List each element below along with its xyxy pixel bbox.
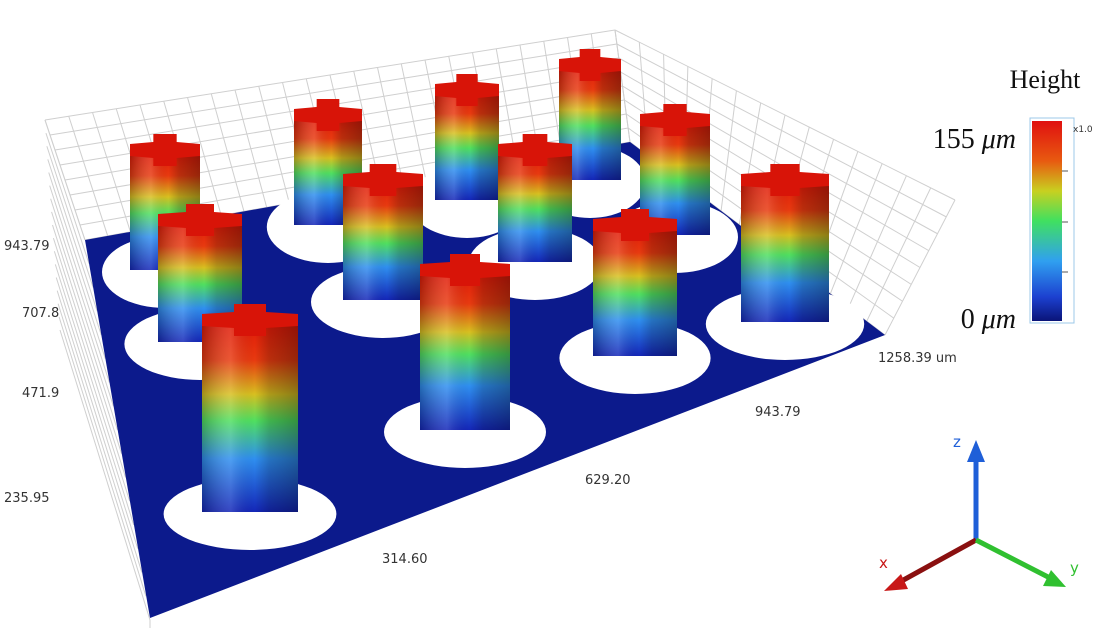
grid-line [52,224,118,431]
colorbar-gradient [1032,121,1062,321]
grid-line [616,43,947,218]
grid-line [56,290,139,549]
grid-line [53,251,127,478]
grid-line [49,185,106,359]
grid-line [59,329,151,621]
pillar-top [498,134,572,166]
pillar-top [294,99,362,131]
pillar-top [202,304,298,336]
left-tick-label: 471.9 [22,386,59,401]
pillar-shade [420,272,510,430]
front-tick-label: 943.79 [755,405,801,420]
pillars [102,49,865,550]
y-arrowhead [1043,570,1066,587]
left-tick-label: 707.8 [22,306,59,321]
colorbar-min: 0 μm [961,304,1016,335]
grid-line [54,264,131,502]
pillar-top [559,49,621,81]
grid-line [44,119,86,241]
left-tick-label: 943.79 [4,239,50,254]
grid-line [620,71,930,252]
grid-line [48,172,102,336]
grid-line [45,132,90,264]
front-tick-label: 1258.39 um [878,351,957,366]
pillar-top [593,209,677,241]
pillar-shade [640,122,710,235]
x-arrowhead [884,574,908,591]
grid-line [51,211,114,407]
colorbar-scale: x1.0 [1073,125,1093,135]
colorbar: Height x1.0 155 μm 0 μm [933,65,1093,335]
pillar-top [130,134,200,166]
grid-line [58,316,147,597]
front-tick-label: 629.20 [585,473,631,488]
pillar-shade [741,182,829,322]
pillar-top [435,74,499,106]
pillar-shade [435,92,499,200]
pillar-shade [343,182,423,300]
pillar-shade [498,152,572,262]
grid-line [46,146,94,288]
grid-line [49,43,617,136]
grid-line [52,237,123,454]
y-label: y [1070,559,1079,577]
pillar-shade [202,322,298,512]
pillar-top [158,204,242,236]
grid-line [618,57,938,235]
unit: μm [981,124,1016,155]
colorbar-max: 155 μm [933,124,1016,155]
z-arrowhead [967,440,985,462]
grid-line [57,303,143,573]
z-label: z [953,433,961,451]
grid-line [614,29,956,201]
axis-triad: z x y [879,433,1079,591]
pillar-shade [593,227,677,356]
pillar-top [343,164,423,196]
max-value: 155 [933,124,975,155]
min-value: 0 [961,304,975,335]
front-tick-label: 314.60 [382,552,428,567]
x-label: x [879,554,888,572]
colorbar-title: Height [1010,65,1082,94]
grid-line [50,198,110,383]
y-arrow [974,537,1052,581]
x-arrow [896,537,978,586]
axis-labels: 943.79 707.8 471.9 235.95 314.60 629.20 … [4,239,957,567]
grid-line [44,29,616,121]
left-tick-label: 235.95 [4,491,50,506]
pillar-top [640,104,710,136]
grid-line [47,159,98,312]
grid-line [55,277,135,526]
pillar-top [420,254,510,286]
unit: μm [981,304,1016,335]
pillar-top [741,164,829,196]
